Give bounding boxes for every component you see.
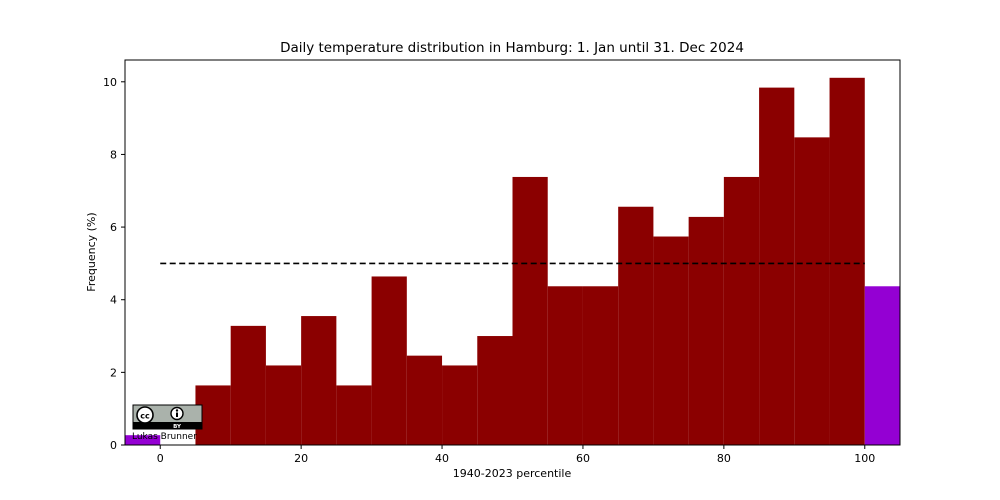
x-tick-label: 0: [157, 452, 164, 465]
histogram-bar-0-16: [723, 176, 760, 446]
histogram-bar-0-6: [371, 276, 407, 445]
histogram-bar-0-15: [688, 216, 724, 445]
x-axis-title: 1940-2023 percentile: [453, 467, 572, 480]
histogram-bar-0-18: [794, 137, 830, 445]
histogram-bar-0-19: [829, 77, 865, 445]
histogram-bar-0-5: [336, 385, 372, 445]
histogram-bar-0-17: [759, 87, 795, 446]
y-tick-label: 0: [110, 439, 117, 452]
histogram-bar-0-13: [618, 206, 654, 445]
histogram-bar-0-2: [230, 325, 266, 445]
x-tick-label: 80: [717, 452, 731, 465]
attribution-icon-head: [175, 409, 179, 412]
histogram-bar-0-9: [477, 336, 513, 445]
histogram-bar-0-12: [582, 286, 619, 445]
histogram-bar-0-4: [301, 316, 337, 445]
y-tick-label: 8: [110, 148, 117, 161]
bars-layer: [125, 77, 900, 446]
x-tick-label: 40: [435, 452, 449, 465]
axes-layer: 0 20 40 60 80 100 0 2 4 6 8 10: [103, 59, 901, 465]
y-tick-label: 2: [110, 366, 117, 379]
license-badge-label: BY: [173, 424, 182, 430]
x-tick-label: 60: [576, 452, 590, 465]
license-badge-strip: [133, 422, 202, 429]
plot-frame: [124, 59, 901, 446]
attribution-icon-body: [176, 412, 178, 417]
histogram-bar-0-7: [406, 355, 443, 445]
histogram-bar-0-14: [653, 236, 689, 445]
x-tick-label: 100: [854, 452, 875, 465]
cc-icon: [136, 406, 154, 424]
x-tick-label: 20: [294, 452, 308, 465]
y-tick-label: 10: [103, 76, 117, 89]
y-axis-title: Frequency (%): [85, 212, 98, 291]
histogram-bar-0-10: [512, 176, 548, 446]
y-tick-label: 6: [110, 221, 117, 234]
histogram-bar-1-1: [864, 286, 900, 445]
chart-title: Daily temperature distribution in Hambur…: [280, 40, 744, 56]
histogram-bar-0-3: [265, 365, 302, 445]
histogram-bar-1-0: [125, 435, 161, 445]
histogram-bar-0-8: [442, 365, 478, 445]
y-tick-label: 4: [110, 294, 117, 307]
cc-icon-glyph: cc: [140, 412, 150, 421]
author-credit: Lukas Brunner: [132, 432, 197, 442]
histogram-bar-0-11: [547, 286, 583, 445]
license-badge: cc BY Lukas Brunner: [132, 404, 203, 442]
